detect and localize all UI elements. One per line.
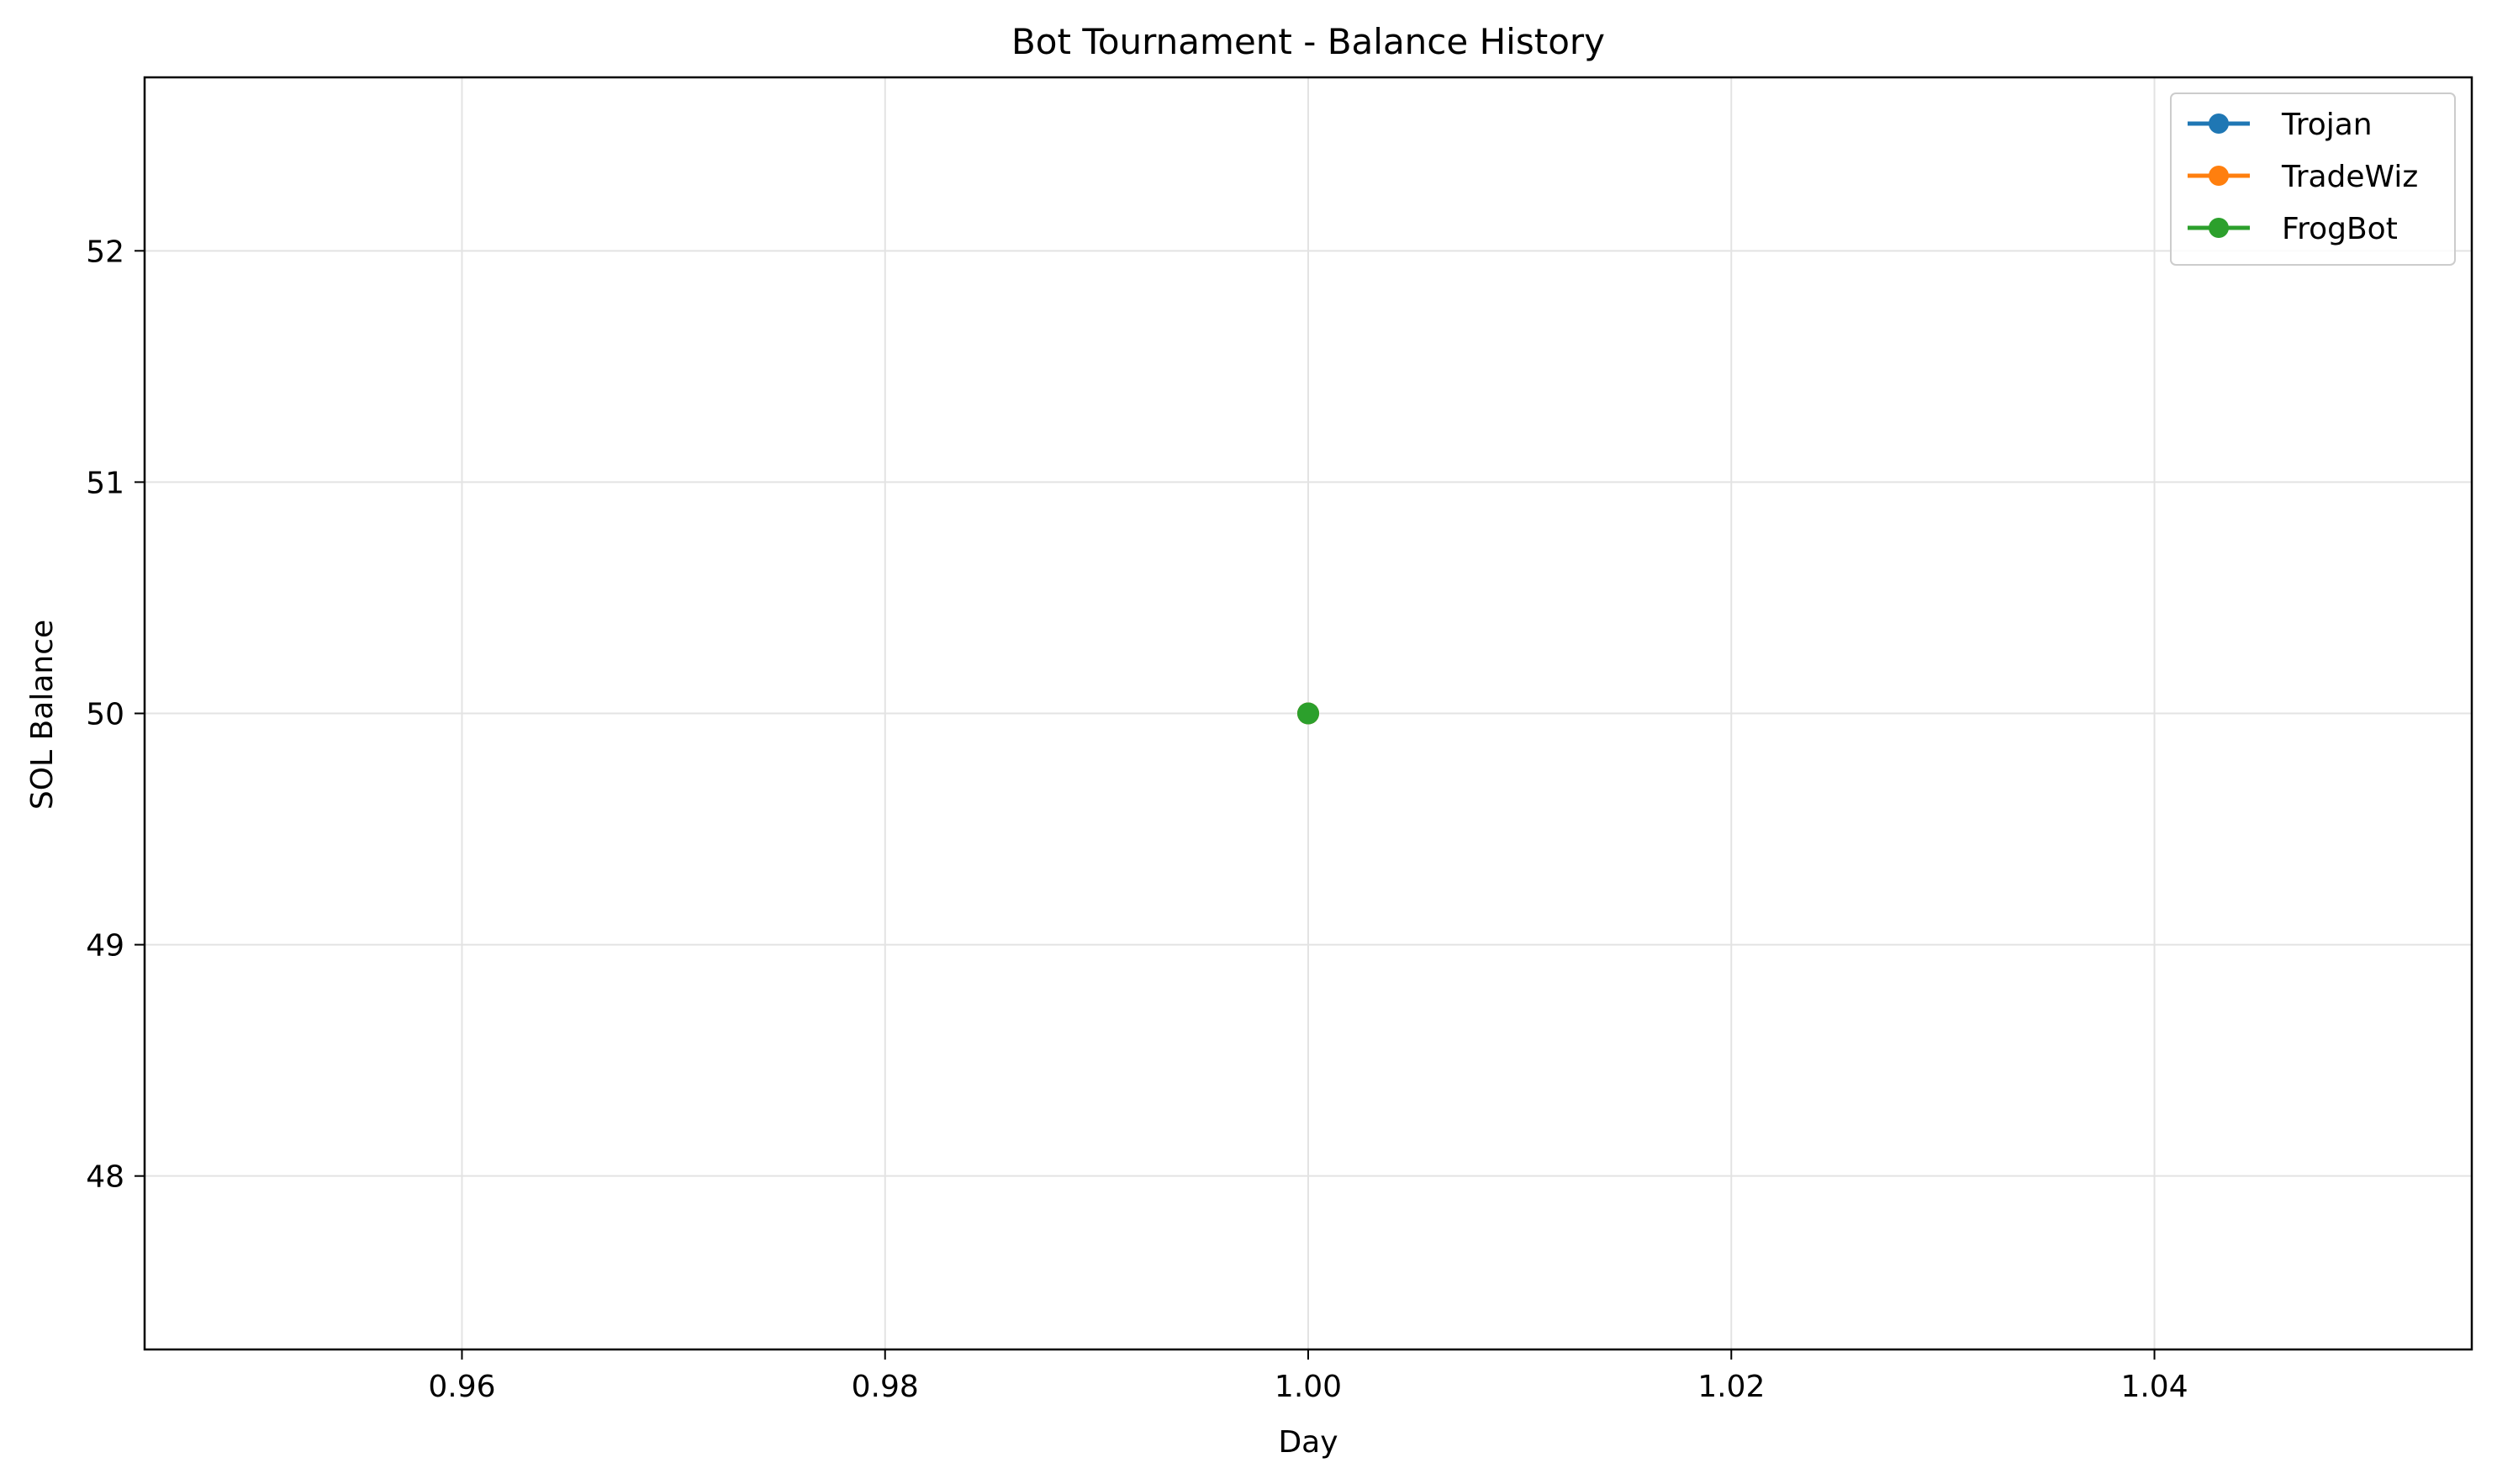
x-axis-label: Day bbox=[1278, 1425, 1338, 1460]
x-tick-label: 1.04 bbox=[2120, 1370, 2188, 1404]
y-tick-label: 49 bbox=[86, 929, 124, 964]
legend-box bbox=[2170, 92, 2456, 266]
x-tick-label: 0.98 bbox=[852, 1370, 919, 1404]
legend-marker-frogbot bbox=[2209, 218, 2229, 238]
y-axis: 48 49 50 51 52 bbox=[86, 235, 145, 1195]
x-tick-label: 0.96 bbox=[428, 1370, 495, 1404]
y-tick-label: 50 bbox=[86, 698, 124, 732]
x-tick-label: 1.00 bbox=[1275, 1370, 1342, 1404]
y-tick-label: 51 bbox=[86, 466, 124, 500]
legend-label-frogbot: FrogBot bbox=[2282, 212, 2398, 246]
series-layer bbox=[1297, 702, 1319, 725]
chart-title: Bot Tournament - Balance History bbox=[1011, 21, 1605, 62]
legend: Trojan TradeWiz FrogBot bbox=[2170, 92, 2456, 266]
legend-marker-tradewiz bbox=[2209, 166, 2229, 186]
grid-lines bbox=[145, 77, 2472, 1349]
x-tick-label: 1.02 bbox=[1697, 1370, 1765, 1404]
x-axis: 0.96 0.98 1.00 1.02 1.04 bbox=[428, 1349, 2188, 1404]
y-tick-label: 52 bbox=[86, 235, 124, 269]
y-tick-label: 48 bbox=[86, 1160, 124, 1195]
y-axis-label: SOL Balance bbox=[25, 620, 60, 810]
legend-label-tradewiz: TradeWiz bbox=[2281, 160, 2418, 194]
legend-marker-trojan bbox=[2209, 114, 2229, 134]
data-point-frogbot bbox=[1297, 702, 1319, 725]
legend-label-trojan: Trojan bbox=[2281, 108, 2373, 142]
